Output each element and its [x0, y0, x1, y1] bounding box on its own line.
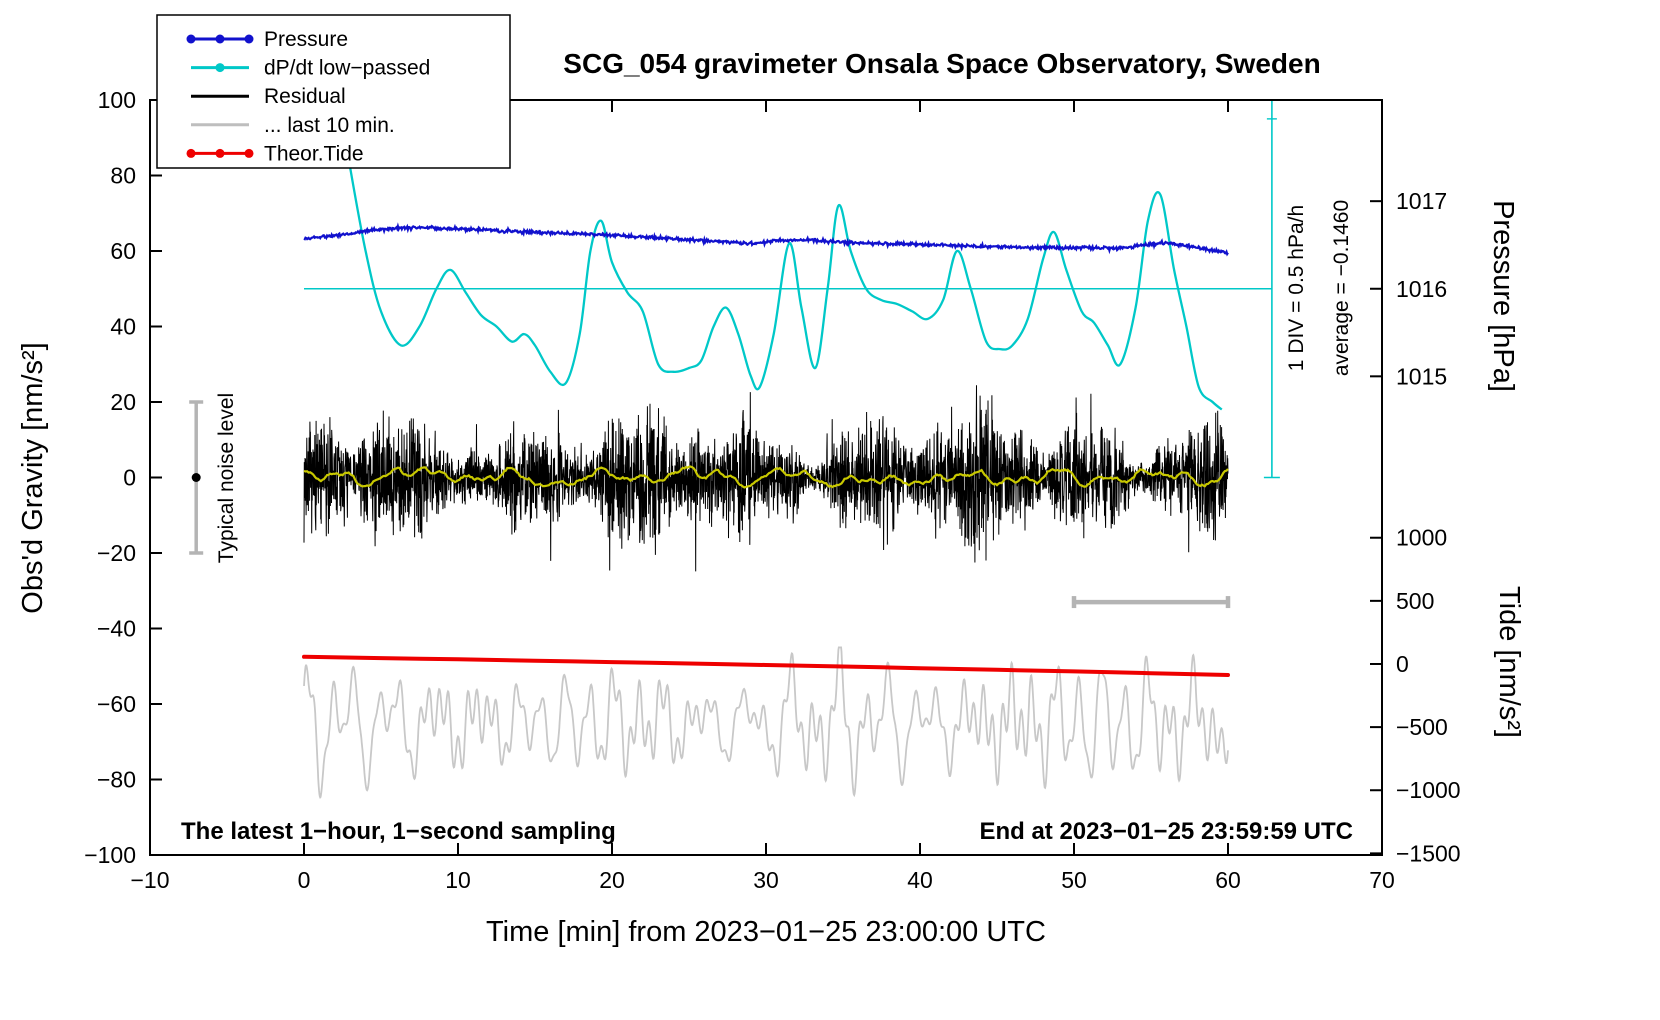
pressure-axis-label: Pressure [hPa]	[1487, 200, 1519, 392]
tide-tick-label: −500	[1396, 714, 1448, 740]
legend-item-label: Theor.Tide	[264, 142, 364, 165]
pressure-tick-label: 1016	[1396, 276, 1447, 302]
x-tick-label: 40	[907, 867, 933, 893]
gravity-tick-label: 60	[110, 238, 136, 264]
x-tick-label: 20	[599, 867, 625, 893]
x-tick-label: −10	[130, 867, 169, 893]
legend-marker-dot	[215, 63, 225, 73]
legend-marker-dot	[215, 148, 225, 158]
gravity-tick-label: −40	[97, 616, 136, 642]
x-tick-label: 30	[753, 867, 779, 893]
gravity-tick-label: 100	[98, 87, 136, 113]
x-tick-label: 0	[298, 867, 311, 893]
trace-layer	[189, 100, 1280, 799]
residual-trace	[303, 385, 1229, 572]
gravity-tick-label: −80	[97, 767, 136, 793]
x-tick-label: 60	[1215, 867, 1241, 893]
legend-marker-dot	[215, 34, 225, 44]
x-tick-label: 70	[1369, 867, 1395, 893]
tide-tick-label: 0	[1396, 651, 1409, 677]
x-tick-label: 10	[445, 867, 471, 893]
legend-item: Residual	[191, 85, 346, 108]
tide-axis-label: Tide [nm/s²]	[1493, 586, 1525, 738]
tick-label-layer: −10 0 10 20 30 40 50 60 70100806040200−20−40−60−…	[84, 87, 1460, 893]
gravity-tick-label: 40	[110, 314, 136, 340]
legend-marker-dot	[186, 34, 196, 44]
legend-item-label: Pressure	[264, 28, 348, 51]
gravity-axis-label: Obs'd Gravity [nm/s²]	[17, 342, 49, 613]
gravity-tick-label: −20	[97, 540, 136, 566]
legend-marker-dot	[186, 148, 196, 158]
tide-tick-label: −1000	[1396, 777, 1461, 803]
pressure-tick-label: 1017	[1396, 188, 1447, 214]
frame-layer	[149, 99, 1383, 856]
gravity-tick-label: 80	[110, 163, 136, 189]
div-scale-annotation: 1 DIV = 0.5 hPa/h	[1285, 205, 1308, 371]
theor-tide-trace	[302, 654, 1230, 677]
gravity-tick-label: −100	[84, 842, 136, 868]
noise-level-label: Typical noise level	[215, 393, 238, 563]
gravity-tick-label: −60	[97, 691, 136, 717]
legend-item-label: Residual	[264, 85, 346, 108]
sampling-note: The latest 1−hour, 1−second sampling	[181, 818, 616, 845]
noise-level-dot	[191, 473, 201, 482]
legend-item: Theor.Tide	[186, 142, 364, 165]
tide-tick-label: −1500	[1396, 840, 1461, 866]
tide-tick-label: 1000	[1396, 525, 1447, 551]
x-tick-label: 50	[1061, 867, 1087, 893]
last-10-min-trace	[303, 646, 1229, 799]
legend-marker-dot	[244, 34, 254, 44]
legend: Pressure dP/dt low−passed Residual ... last…	[156, 14, 511, 169]
chart-title: SCG_054 gravimeter Onsala Space Observat…	[563, 48, 1320, 79]
legend-item: ... last 10 min.	[191, 114, 395, 137]
legend-item: Pressure	[186, 28, 348, 51]
tide-tick-label: 500	[1396, 588, 1434, 614]
gravity-tick-label: 20	[110, 389, 136, 415]
end-time-note: End at 2023−01−25 23:59:59 UTC	[979, 818, 1353, 845]
x-axis-label: Time [min] from 2023−01−25 23:00:00 UTC	[486, 916, 1046, 948]
pressure-tick-label: 1015	[1396, 363, 1447, 389]
average-annotation: average = −0.1460	[1330, 200, 1353, 376]
legend-item-label: dP/dt low−passed	[264, 57, 430, 80]
gravity-tick-label: 0	[123, 465, 136, 491]
dpdt-trace	[338, 100, 1223, 411]
pressure-trace	[303, 222, 1229, 257]
legend-marker-dot	[244, 148, 254, 158]
legend-item-label: ... last 10 min.	[264, 114, 395, 137]
residual-mean-trace	[303, 465, 1229, 489]
legend-item: dP/dt low−passed	[191, 57, 430, 80]
